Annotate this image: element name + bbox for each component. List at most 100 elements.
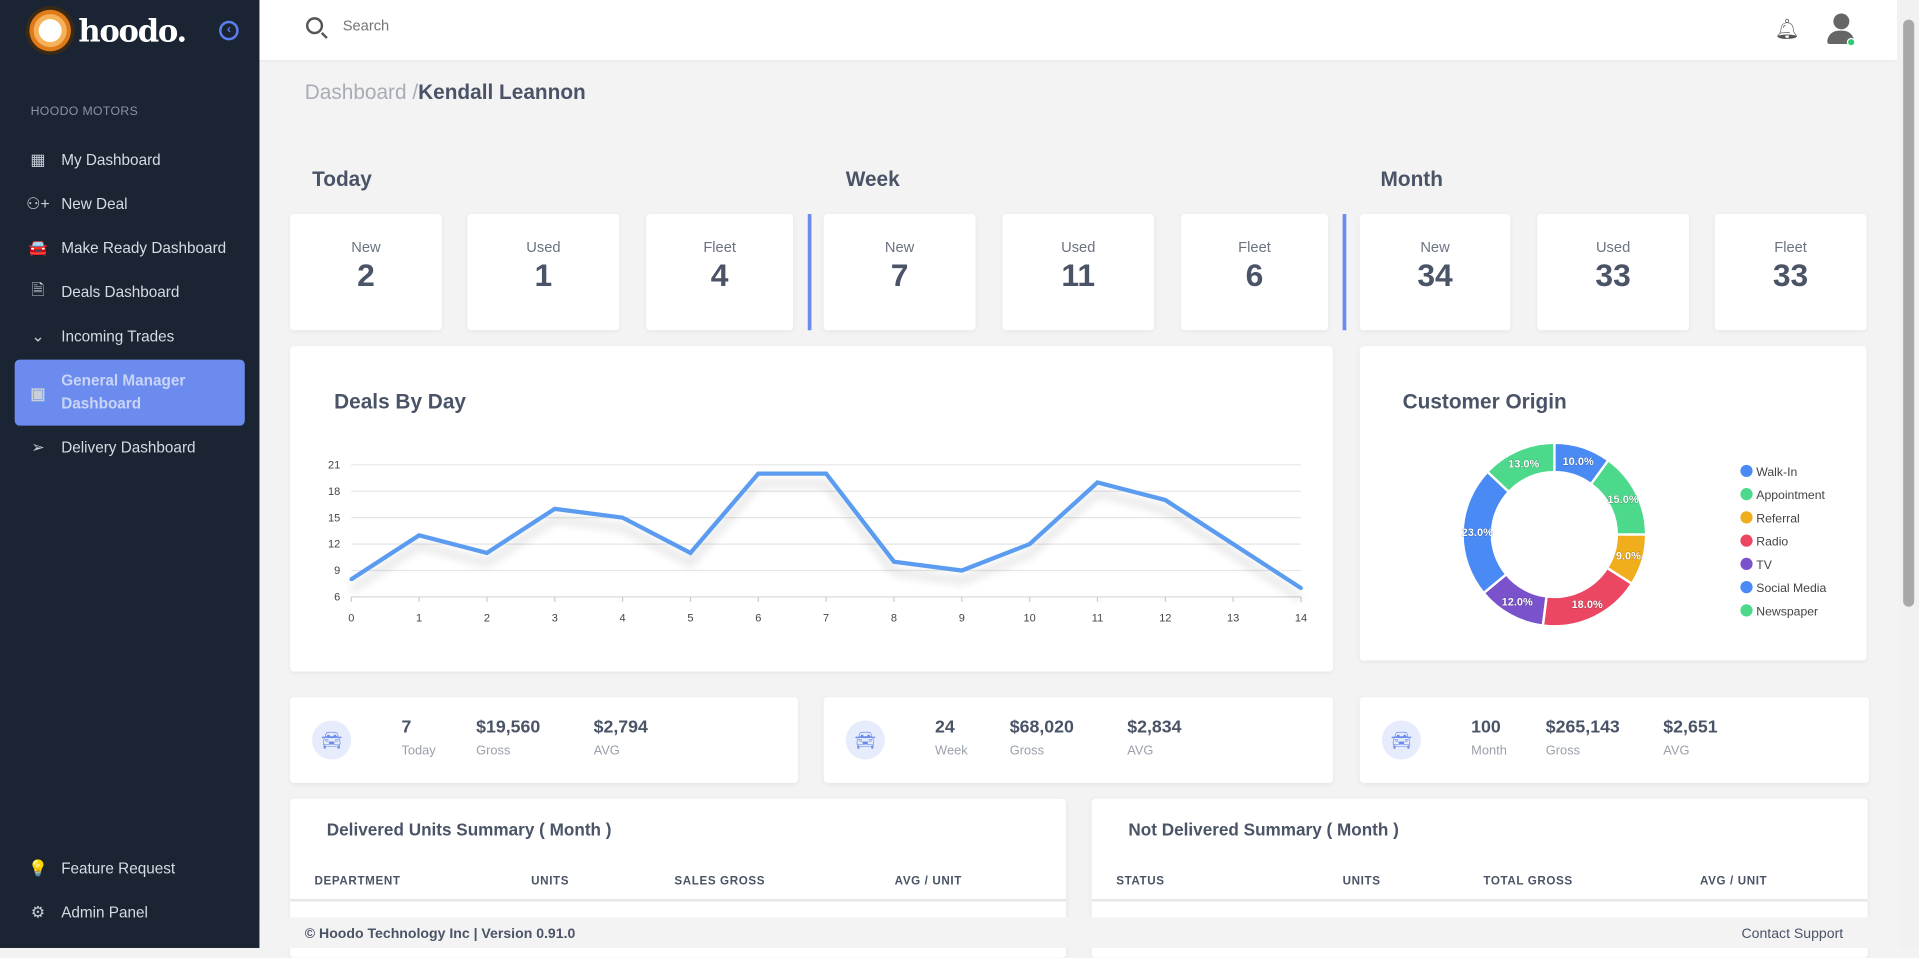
sidebar-item-general-manager-dashboard[interactable]: ▣ General Manager Dashboard <box>14 359 245 426</box>
legend-swatch <box>1740 511 1753 524</box>
column-header[interactable]: UNITS <box>531 874 570 889</box>
sidebar-item-deals-dashboard[interactable]: 🗎 Deals Dashboard <box>15 272 245 314</box>
stat-label: Used <box>526 238 561 256</box>
chart-title: Customer Origin <box>1402 390 1567 414</box>
legend-label[interactable]: Radio <box>1756 535 1788 549</box>
summary-card: 🚘︎ 100 Month $265,143 Gross $2,651 AVG <box>1359 697 1869 783</box>
sidebar-item-label: Deals Dashboard <box>61 283 180 301</box>
double-chevron-down-icon: ⌄ <box>31 326 45 345</box>
slice-value-label: 18.0% <box>1572 599 1603 611</box>
period-divider <box>807 214 812 331</box>
slice-value-label: 23.0% <box>1462 527 1493 539</box>
slice-radio[interactable] <box>1541 566 1634 628</box>
contact-support-link[interactable]: Contact Support <box>1741 927 1844 942</box>
period-title-today: Today <box>312 167 372 191</box>
period-title-month: Month <box>1380 167 1443 191</box>
y-tick-label: 9 <box>334 565 340 577</box>
x-tick-label: 10 <box>1024 612 1036 624</box>
summary-gross: $265,143 <box>1545 718 1620 738</box>
stat-card-today-fleet: Fleet 4 <box>646 214 794 331</box>
stat-card-month-fleet: Fleet 33 <box>1714 214 1867 331</box>
send-icon: ➢ <box>31 437 45 457</box>
legend-label[interactable]: Walk-In <box>1756 465 1797 479</box>
stat-value: 33 <box>1595 256 1631 294</box>
x-tick-label: 11 <box>1092 612 1103 624</box>
summary-card: 🚘︎ 24 Week $68,020 Gross $2,834 AVG <box>823 697 1333 783</box>
stat-label: New <box>1420 238 1450 256</box>
y-tick-label: 15 <box>328 512 340 524</box>
x-tick-label: 14 <box>1295 612 1307 624</box>
document-icon: 🗎 <box>31 280 45 299</box>
sidebar-item-make-ready-dashboard[interactable]: 🚘 Make Ready Dashboard <box>15 228 245 270</box>
legend-swatch <box>1740 557 1753 571</box>
column-header[interactable]: AVG / UNIT <box>894 874 962 889</box>
chart-title: Deals By Day <box>334 390 466 414</box>
data-point <box>756 471 761 476</box>
stat-value: 4 <box>710 256 729 294</box>
user-plus-icon: ⚇+ <box>26 194 50 213</box>
summary-count-label: Today <box>401 743 436 759</box>
data-point <box>688 551 693 555</box>
summary-gross-label: Gross <box>1009 743 1045 759</box>
summary-count-label: Week <box>935 743 968 759</box>
stat-card-week-used: Used 11 <box>1002 214 1155 331</box>
legend-label[interactable]: TV <box>1756 558 1772 572</box>
car-icon: 🚘 <box>28 238 48 257</box>
car-icon: 🚘︎ <box>845 720 885 760</box>
stat-value: 7 <box>890 256 909 294</box>
legend-swatch <box>1740 464 1753 478</box>
sidebar-item-label: Admin Panel <box>61 903 148 922</box>
collapse-sidebar-icon[interactable]: ‹ <box>219 20 239 41</box>
column-header[interactable]: STATUS <box>1116 874 1165 889</box>
header-divider <box>1091 899 1868 902</box>
data-point <box>485 551 489 555</box>
search-input[interactable] <box>342 17 833 35</box>
column-header[interactable]: TOTAL GROSS <box>1483 874 1573 889</box>
x-tick-label: 9 <box>959 612 965 624</box>
bell-icon[interactable]: 🔔︎ <box>1774 19 1800 41</box>
sidebar-item-label: My Dashboard <box>61 151 161 169</box>
summary-gross: $68,020 <box>1009 718 1074 738</box>
sidebar-item-admin-panel[interactable]: ⚙ Admin Panel <box>15 892 245 934</box>
column-header[interactable]: DEPARTMENT <box>314 874 401 889</box>
breadcrumb-root[interactable]: Dashboard / <box>304 80 419 104</box>
x-tick-label: 3 <box>552 612 558 624</box>
legend-label[interactable]: Newspaper <box>1756 604 1818 618</box>
legend-label[interactable]: Social Media <box>1756 581 1826 595</box>
x-tick-label: 12 <box>1159 612 1171 624</box>
column-header[interactable]: UNITS <box>1342 874 1381 889</box>
data-point <box>824 471 828 476</box>
stat-value: 2 <box>357 256 375 294</box>
summary-avg: $2,794 <box>593 718 648 738</box>
legend-label[interactable]: Appointment <box>1756 488 1825 502</box>
chart-line-icon: ▣ <box>30 383 46 402</box>
avatar[interactable] <box>1826 13 1856 47</box>
search-icon[interactable] <box>305 17 324 35</box>
sidebar-item-label: General Manager Dashboard <box>61 371 186 413</box>
column-header[interactable]: SALES GROSS <box>674 874 766 889</box>
sidebar-item-label: Make Ready Dashboard <box>61 239 227 257</box>
legend-swatch <box>1740 534 1753 547</box>
data-point <box>1095 480 1100 485</box>
online-status-icon <box>1846 37 1856 47</box>
summary-count: 7 <box>401 718 412 738</box>
sidebar-item-new-deal[interactable]: ⚇+ New Deal <box>15 183 245 225</box>
breadcrumb-current: Kendall Leannon <box>418 80 586 104</box>
sidebar-section-label: HOODO MOTORS <box>30 105 139 119</box>
customer-origin-chart: 10.0% 15.0% 9.0% 18.0% 12.0% 23.0% 13.0% Walk-I… <box>1461 441 1826 628</box>
sidebar-item-incoming-trades[interactable]: ⌄ Incoming Trades <box>15 316 245 358</box>
stat-value: 34 <box>1417 256 1453 294</box>
sidebar-item-feature-request[interactable]: 💡 Feature Request <box>15 848 245 890</box>
scrollbar[interactable] <box>1899 0 1919 948</box>
column-header[interactable]: AVG / UNIT <box>1699 874 1768 889</box>
sidebar-item-my-dashboard[interactable]: ▦ My Dashboard <box>15 139 245 181</box>
stat-label: Fleet <box>1238 238 1271 256</box>
sidebar-item-delivery-dashboard[interactable]: ➢ Delivery Dashboard <box>15 427 245 469</box>
stat-label: Used <box>1595 238 1631 256</box>
slice-newspaper[interactable] <box>1485 441 1556 494</box>
legend-label[interactable]: Referral <box>1756 511 1799 525</box>
slice-value-label: 12.0% <box>1502 597 1533 609</box>
data-point <box>1163 498 1168 502</box>
stat-card-week-new: New 7 <box>823 214 976 331</box>
